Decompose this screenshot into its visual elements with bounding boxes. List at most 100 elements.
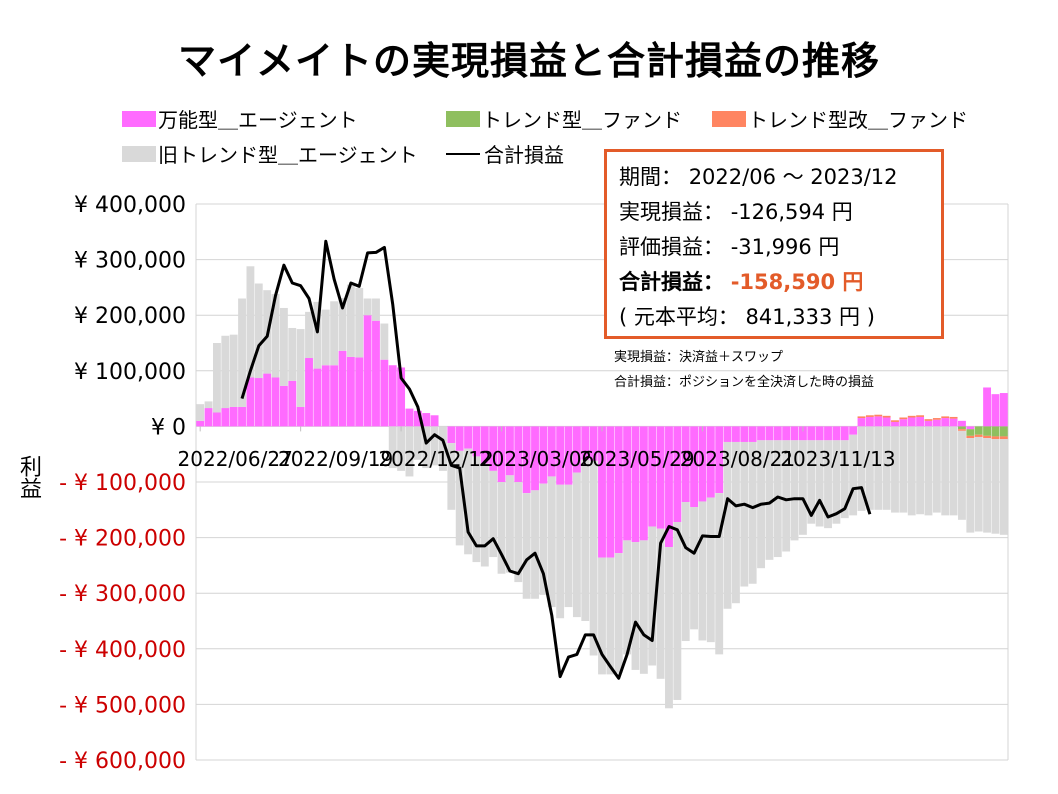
bar-old-trend xyxy=(924,426,933,516)
bar-agent xyxy=(547,426,556,477)
bar-old-trend xyxy=(648,526,657,666)
total-profit-line xyxy=(240,239,872,680)
bar-agent xyxy=(422,413,431,427)
bar-old-trend xyxy=(832,440,841,524)
bar-old-trend xyxy=(807,440,816,524)
total-label: 合計損益： xyxy=(619,270,724,294)
bar-old-trend xyxy=(698,501,707,641)
period-row: 期間： 2022/06 ～ 2023/12 xyxy=(619,160,941,195)
bar-agent xyxy=(305,358,313,427)
total-row: 合計損益： -158,590 円 xyxy=(619,265,941,300)
bar-old-trend xyxy=(296,329,305,407)
bar-agent xyxy=(924,420,933,427)
bar-old-trend xyxy=(497,482,506,574)
total-value: -158,590 円 xyxy=(730,270,864,294)
legend-item-agent: 万能型＿エージェント xyxy=(122,104,358,133)
bar-old-trend xyxy=(882,426,891,510)
bar-old-trend xyxy=(958,430,966,520)
bar-old-trend xyxy=(966,438,975,533)
legend-swatch-old-trend xyxy=(122,145,156,162)
bar-agent xyxy=(824,426,832,441)
bar-trend-kai xyxy=(874,414,883,417)
bar-agent xyxy=(941,418,950,427)
bar-agent xyxy=(313,368,322,427)
bar-trend-kai xyxy=(865,415,874,417)
bar-agent xyxy=(966,426,975,430)
bar-agent xyxy=(338,350,347,427)
bar-trend xyxy=(974,426,983,435)
bar-agent xyxy=(263,373,272,427)
bar-agent xyxy=(807,426,816,441)
bar-agent xyxy=(564,426,573,485)
x-tick-label: 2022/12/12 xyxy=(378,447,493,471)
bar-old-trend xyxy=(556,484,565,619)
bar-old-trend xyxy=(572,472,581,618)
realized-row: 実現損益： -126,594 円 xyxy=(619,195,941,230)
bar-agent xyxy=(958,420,966,427)
bar-agent xyxy=(631,426,640,543)
y-tick-label: ¥ 0 xyxy=(151,415,186,440)
bar-agent xyxy=(321,365,330,427)
bar-agent xyxy=(464,426,472,449)
bar-old-trend xyxy=(581,459,590,621)
bar-trend xyxy=(991,426,1000,437)
bar-old-trend xyxy=(380,323,389,360)
bar-old-trend xyxy=(531,490,539,599)
bar-trend-kai xyxy=(999,436,1008,440)
x-tick-label: 2022/09/19 xyxy=(278,447,393,471)
bar-agent xyxy=(212,412,221,427)
bar-agent xyxy=(204,408,213,427)
bar-trend-kai xyxy=(991,436,1000,440)
bar-agent xyxy=(330,365,339,427)
bar-old-trend xyxy=(715,493,724,655)
y-tick-label: - ¥ 400,000 xyxy=(59,638,186,663)
bar-old-trend xyxy=(916,426,925,515)
bar-old-trend xyxy=(254,283,263,379)
bar-agent xyxy=(874,416,883,427)
bar-agent xyxy=(815,426,824,441)
bar-old-trend xyxy=(539,483,548,595)
bar-old-trend xyxy=(623,540,632,655)
bar-trend xyxy=(999,426,1008,437)
y-tick-label: - ¥ 300,000 xyxy=(59,582,186,607)
bar-agent xyxy=(246,377,255,427)
bar-agent xyxy=(430,415,439,427)
bar-old-trend xyxy=(547,476,556,608)
bar-trend-kai xyxy=(882,415,891,418)
y-tick-label: ¥ 200,000 xyxy=(74,304,186,329)
bar-agent xyxy=(899,419,908,427)
bar-trend-kai xyxy=(907,415,916,418)
bar-old-trend xyxy=(840,440,849,519)
bar-old-trend xyxy=(815,440,824,527)
bar-agent xyxy=(623,426,632,541)
bar-old-trend xyxy=(740,441,749,587)
valuation-row: 評価損益： -31,996 円 xyxy=(619,230,941,265)
legend-item-total: 合計損益 xyxy=(446,139,564,168)
principal-text: ( 元本平均： 841,333 円 ) xyxy=(619,305,875,329)
valuation-label: 評価損益： xyxy=(619,235,724,259)
bar-agent xyxy=(715,426,724,494)
y-tick-label: - ¥ 100,000 xyxy=(59,471,186,496)
legend-swatch-trend xyxy=(446,110,480,127)
bar-old-trend xyxy=(505,475,514,573)
bar-agent xyxy=(229,406,238,427)
bar-old-trend xyxy=(639,540,648,674)
bar-old-trend xyxy=(932,426,941,513)
bar-old-trend xyxy=(941,426,950,516)
bar-old-trend xyxy=(330,301,339,366)
bar-trend-kai xyxy=(958,429,966,431)
bar-agent xyxy=(857,418,866,427)
bar-old-trend xyxy=(949,426,958,516)
bar-old-trend xyxy=(447,443,456,510)
bar-old-trend xyxy=(288,327,297,381)
bar-old-trend xyxy=(455,450,464,546)
bar-old-trend xyxy=(489,470,498,558)
legend-label-trend-kai: トレンド型改＿ファンド xyxy=(748,108,968,132)
bar-old-trend xyxy=(321,309,330,366)
bar-agent xyxy=(665,426,673,548)
bar-old-trend xyxy=(439,426,447,471)
bar-old-trend xyxy=(706,497,715,643)
period-value: 2022/06 ～ 2023/12 xyxy=(688,165,898,189)
x-tick-label: 2022/06/27 xyxy=(178,447,293,471)
